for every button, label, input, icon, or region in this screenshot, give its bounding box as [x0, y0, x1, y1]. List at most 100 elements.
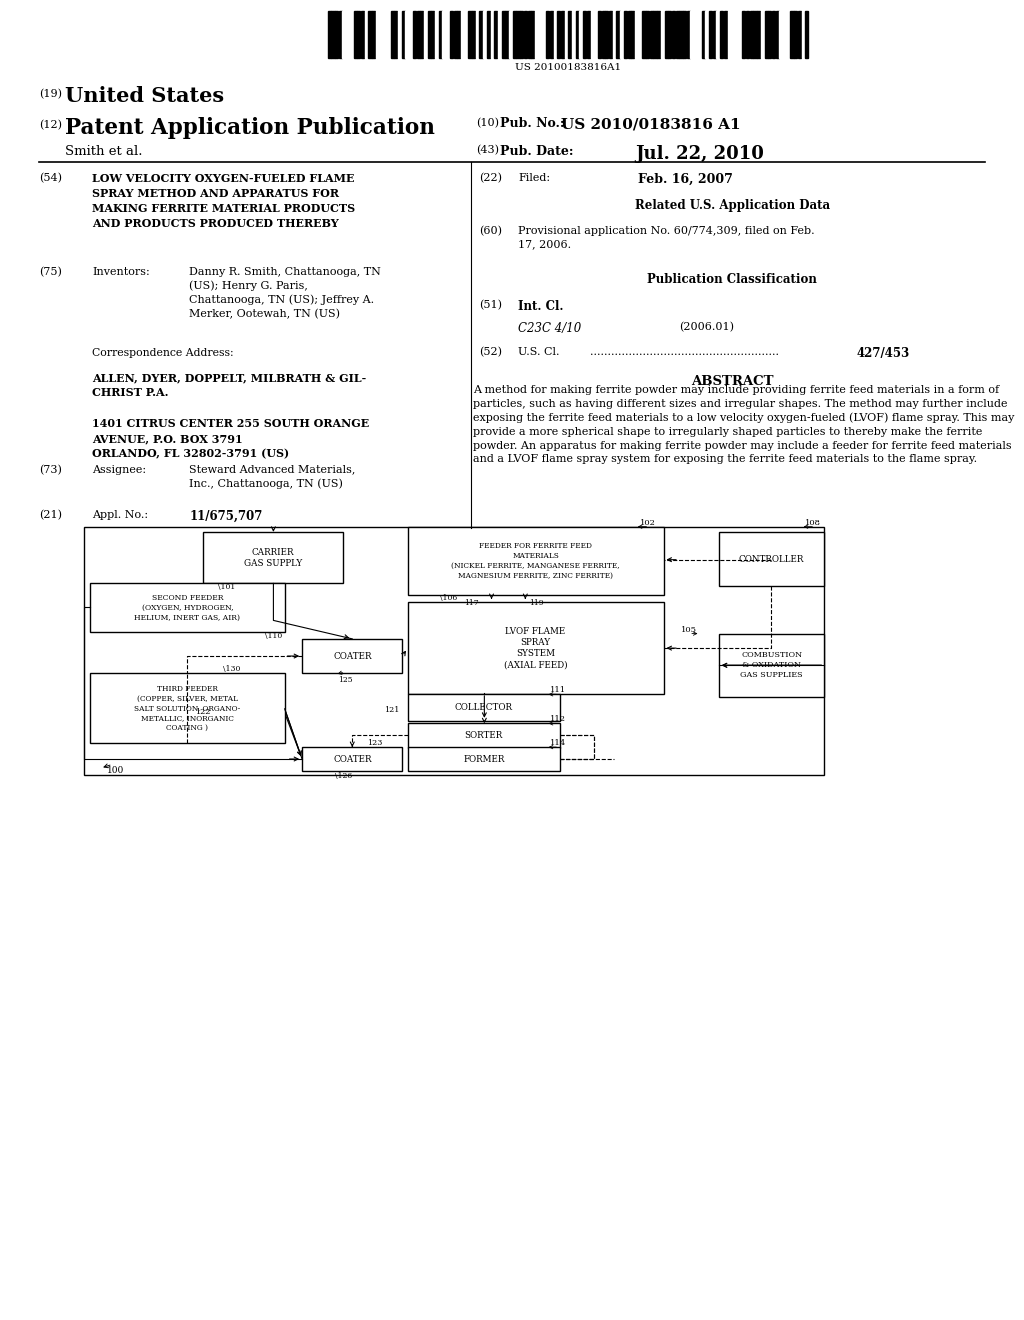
Text: \130: \130	[223, 665, 241, 673]
Bar	[302, 639, 402, 673]
Text: Related U.S. Application Data: Related U.S. Application Data	[635, 199, 829, 213]
Text: \110: \110	[265, 632, 283, 640]
Bar	[490, 11, 494, 58]
Bar	[513, 11, 516, 58]
Text: 119: 119	[529, 599, 544, 607]
Bar	[339, 11, 342, 58]
Bar	[458, 11, 461, 58]
Bar	[408, 694, 560, 721]
Text: 1401 CITRUS CENTER 255 SOUTH ORANGE
AVENUE, P.O. BOX 3791
ORLANDO, FL 32802-3791: 1401 CITRUS CENTER 255 SOUTH ORANGE AVEN…	[92, 418, 370, 459]
Bar	[768, 11, 771, 58]
Bar	[719, 634, 824, 697]
Text: ......................................................: ........................................…	[590, 347, 779, 358]
Bar	[612, 11, 615, 58]
Bar	[791, 11, 794, 58]
Bar	[775, 11, 779, 58]
Text: US 20100183816A1: US 20100183816A1	[515, 63, 622, 73]
Bar	[350, 11, 353, 58]
Bar	[302, 747, 402, 771]
Bar	[380, 11, 383, 58]
Bar	[516, 11, 519, 58]
Bar	[342, 11, 346, 58]
Bar	[346, 11, 349, 58]
Text: LOW VELOCITY OXYGEN-FUELED FLAME
SPRAY METHOD AND APPARATUS FOR
MAKING FERRITE M: LOW VELOCITY OXYGEN-FUELED FLAME SPRAY M…	[92, 173, 355, 230]
Bar	[727, 11, 731, 58]
Bar	[735, 11, 738, 58]
Bar	[408, 723, 560, 748]
Bar	[719, 532, 824, 586]
Text: THIRD FEEDER
(COPPER, SILVER, METAL
SALT SOLUTION, ORGANO-
METALLIC, INORGANIC
C: THIRD FEEDER (COPPER, SILVER, METAL SALT…	[134, 685, 241, 731]
Bar	[621, 11, 624, 58]
Bar	[795, 11, 798, 58]
Bar	[84, 527, 824, 775]
Bar	[669, 11, 672, 58]
Text: 125: 125	[338, 676, 352, 684]
Text: Provisional application No. 60/774,309, filed on Feb.
17, 2006.: Provisional application No. 60/774,309, …	[518, 226, 815, 249]
Bar	[361, 11, 365, 58]
Bar	[772, 11, 775, 58]
Bar	[495, 11, 498, 58]
Bar	[679, 11, 683, 58]
Bar	[561, 11, 564, 58]
Bar	[676, 11, 679, 58]
Bar	[598, 11, 601, 58]
Bar	[442, 11, 445, 58]
Text: 122: 122	[195, 708, 210, 715]
Bar	[713, 11, 716, 58]
Bar	[438, 11, 442, 58]
Text: (73): (73)	[39, 465, 61, 475]
Text: 117: 117	[465, 599, 479, 607]
Text: Appl. No.:: Appl. No.:	[92, 510, 148, 520]
Bar	[486, 11, 490, 58]
Bar	[90, 673, 285, 743]
Bar	[543, 11, 546, 58]
Bar	[424, 11, 427, 58]
Text: COATER: COATER	[333, 755, 372, 763]
Bar	[527, 11, 530, 58]
Bar	[531, 11, 535, 58]
Bar	[535, 11, 539, 58]
Text: COATER: COATER	[333, 652, 372, 660]
Text: ALLEN, DYER, DOPPELT, MILBRATH & GIL-
CHRIST P.A.: ALLEN, DYER, DOPPELT, MILBRATH & GIL- CH…	[92, 372, 367, 399]
Bar	[672, 11, 675, 58]
Bar	[731, 11, 734, 58]
Bar	[401, 11, 404, 58]
Bar	[609, 11, 612, 58]
Bar	[550, 11, 553, 58]
Bar	[616, 11, 620, 58]
Bar	[365, 11, 368, 58]
Text: (21): (21)	[39, 510, 61, 520]
Bar	[332, 11, 335, 58]
Bar	[450, 11, 453, 58]
Text: Jul. 22, 2010: Jul. 22, 2010	[635, 145, 764, 164]
Bar	[539, 11, 542, 58]
Bar	[786, 11, 790, 58]
Bar	[653, 11, 656, 58]
Text: Correspondence Address:: Correspondence Address:	[92, 348, 233, 359]
Bar	[765, 11, 768, 58]
Bar	[417, 11, 420, 58]
Bar	[376, 11, 379, 58]
Bar	[461, 11, 464, 58]
Bar	[390, 11, 394, 58]
Bar	[509, 11, 512, 58]
Bar	[564, 11, 567, 58]
Text: COLLECTOR: COLLECTOR	[455, 704, 513, 711]
Text: (19): (19)	[39, 88, 61, 99]
Bar	[369, 11, 372, 58]
Bar	[660, 11, 664, 58]
Bar	[694, 11, 697, 58]
Text: Pub. Date:: Pub. Date:	[500, 145, 573, 158]
Bar	[353, 11, 356, 58]
Bar	[328, 11, 331, 58]
Bar	[465, 11, 468, 58]
Bar	[575, 11, 579, 58]
Bar	[468, 11, 471, 58]
Bar	[498, 11, 501, 58]
Bar	[628, 11, 631, 58]
Bar	[483, 11, 486, 58]
Text: \126: \126	[335, 772, 352, 780]
Bar	[783, 11, 786, 58]
Text: (10): (10)	[476, 117, 499, 128]
Bar	[583, 11, 587, 58]
